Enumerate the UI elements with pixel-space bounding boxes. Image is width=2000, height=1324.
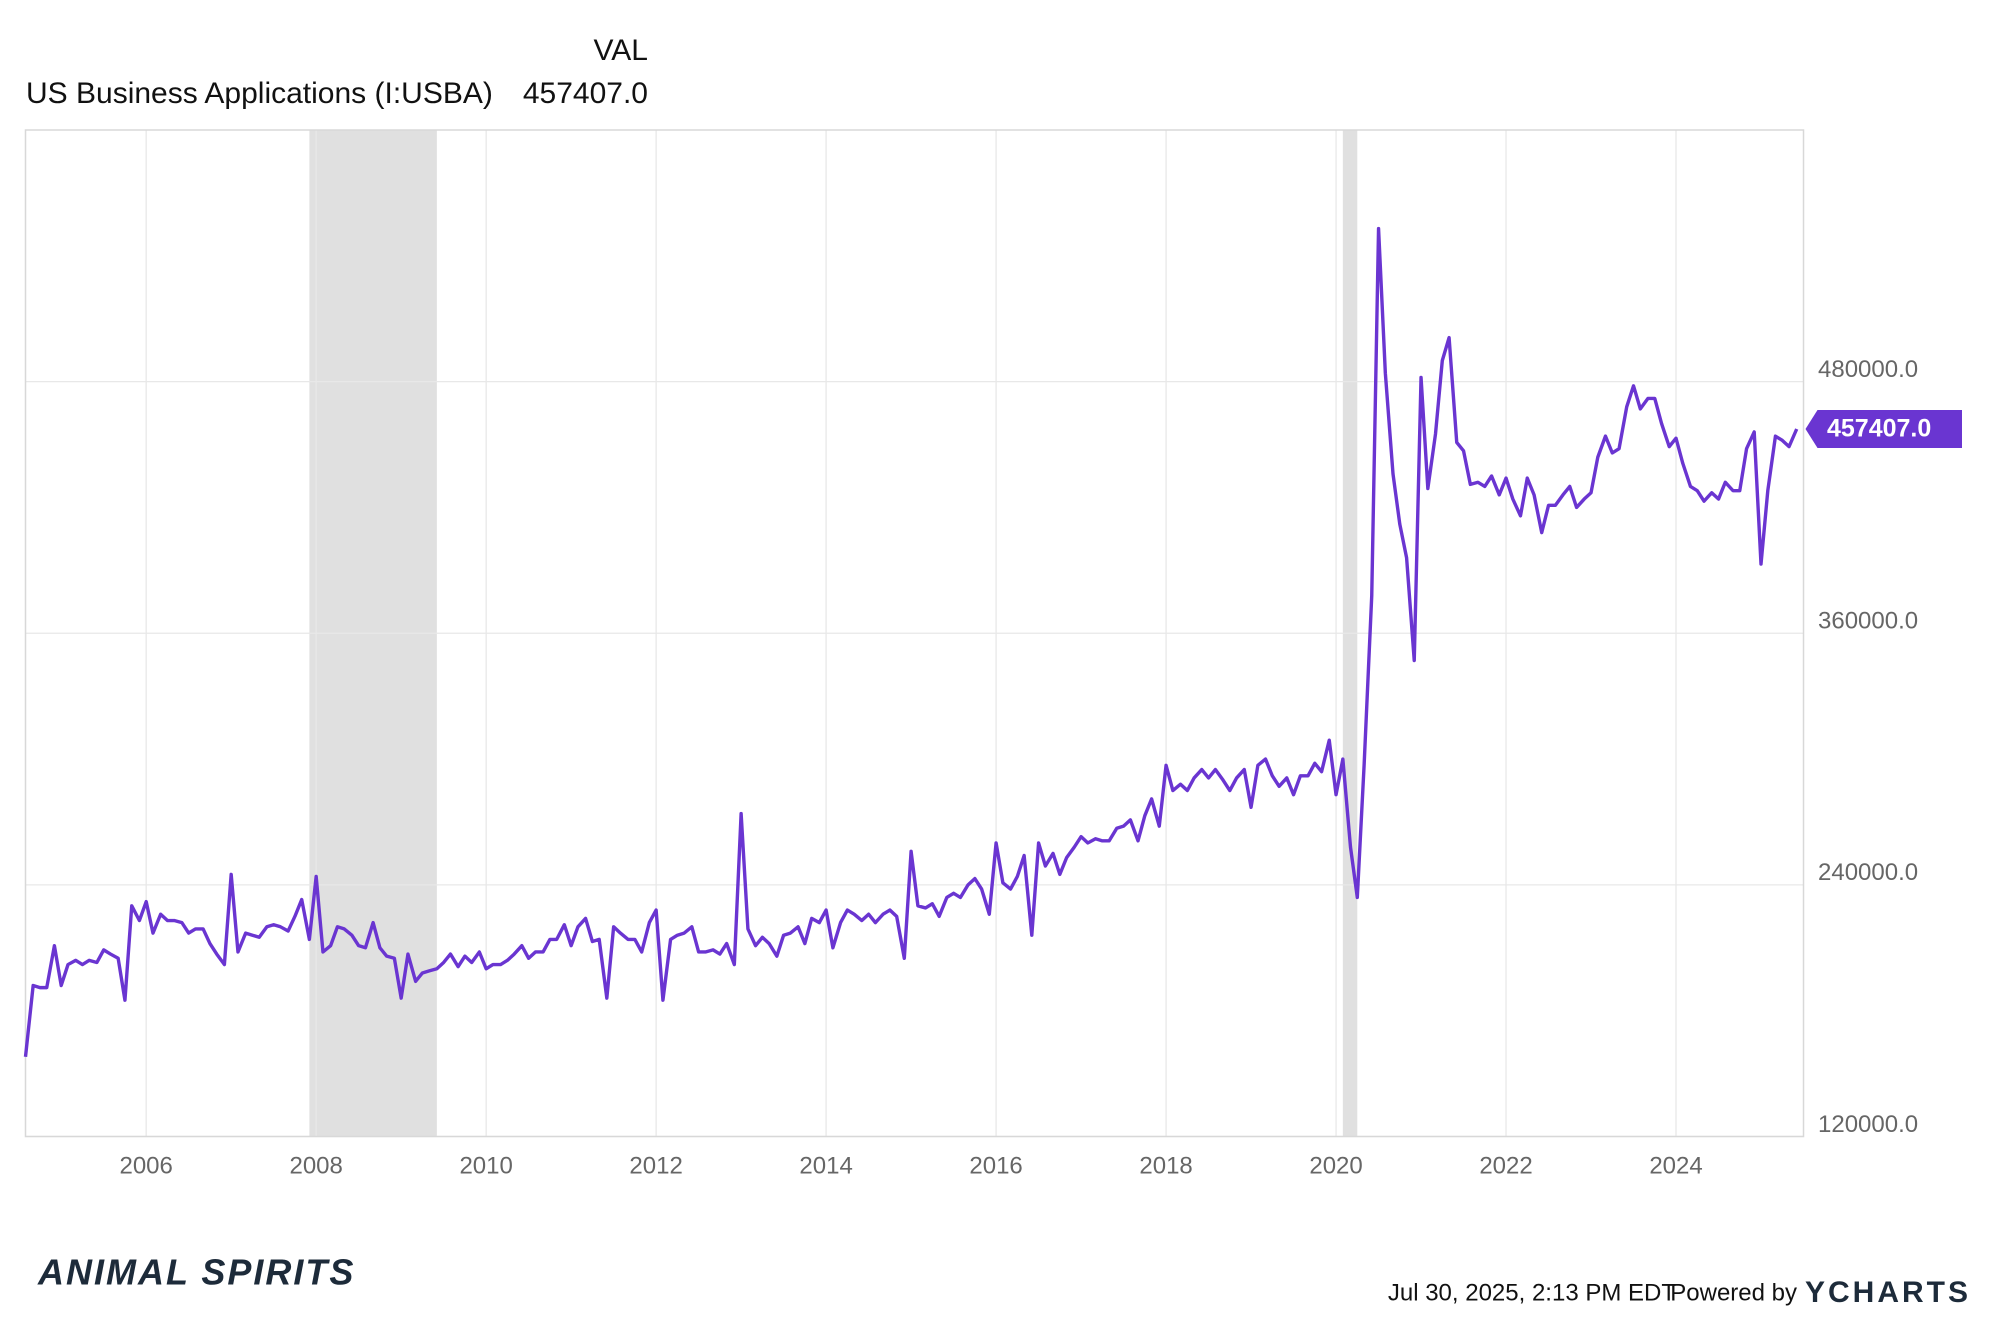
y-tick-label: 240000.0 [1818,859,1918,886]
x-tick-label: 2018 [1139,1152,1192,1179]
series-line [23,226,1799,1058]
last-value-label: 457407.0 [1827,415,1931,443]
x-tick-label: 2016 [969,1152,1022,1179]
last-value-badge [1805,409,1962,448]
logo: ANIMAL SPIRITS [37,1252,355,1293]
x-tick-label: 2022 [1479,1152,1532,1179]
column-header: VAL [594,34,648,67]
x-tick-label: 2012 [629,1152,682,1179]
powered-by: Powered by [1670,1279,1797,1306]
plot-border [24,129,1805,1138]
x-tick-label: 2024 [1649,1152,1702,1179]
brand: YCHARTS [1805,1276,1971,1309]
x-tick-label: 2006 [119,1152,172,1179]
x-tick-label: 2010 [459,1152,512,1179]
timestamp: Jul 30, 2025, 2:13 PM EDT [1388,1279,1676,1306]
x-tick-label: 2008 [289,1152,342,1179]
x-tick-label: 2014 [799,1152,852,1179]
y-tick-label: 480000.0 [1818,356,1918,383]
x-tick-label: 2020 [1309,1152,1362,1179]
series-name: US Business Applications (I:USBA) [26,77,493,110]
header-value: 457407.0 [523,77,648,110]
y-tick-label: 120000.0 [1818,1111,1918,1138]
y-tick-label: 360000.0 [1818,608,1918,635]
